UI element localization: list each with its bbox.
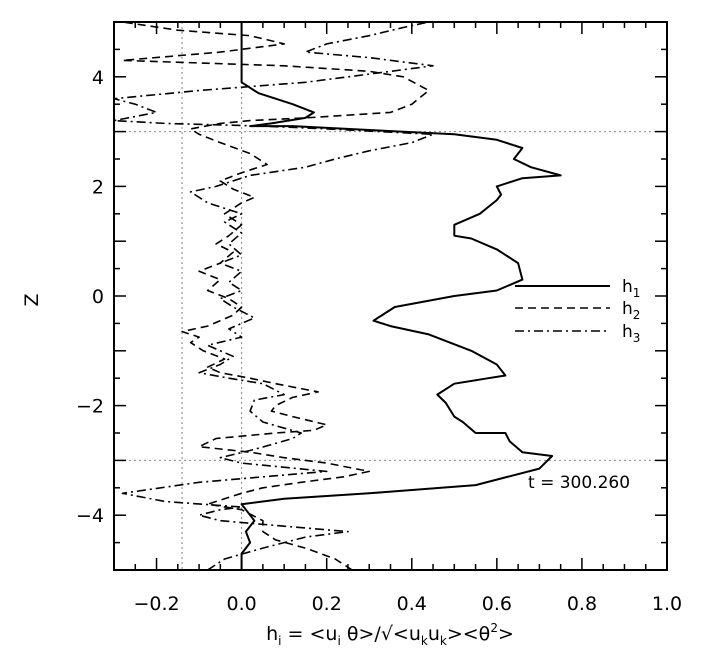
x-tick-label: 0.6 [482, 593, 512, 615]
y-tick-label: −2 [76, 396, 104, 418]
time-annotation: t = 300.260 [528, 473, 630, 493]
y-tick-label: 2 [92, 176, 104, 198]
y-tick-label: 0 [92, 286, 104, 308]
legend-label-h3: h3 [622, 322, 640, 345]
series-line-h1 [240, 22, 562, 570]
x-tick-label: 0.2 [312, 593, 342, 615]
x-axis-label: hi = <ui θ>/√<ukuk><θ2> [266, 621, 514, 648]
legend-label-h1: h1 [622, 277, 640, 300]
x-tick-label: 0.8 [567, 593, 597, 615]
series-line-h3 [114, 22, 434, 570]
y-axis-label: Z [21, 293, 43, 306]
x-tick-label: −0.2 [133, 593, 179, 615]
x-tick-label: 1.0 [652, 593, 682, 615]
x-tick-labels: −0.2 0.0 0.2 0.4 0.6 0.8 1.0 [133, 593, 682, 615]
y-tick-label: 4 [92, 67, 104, 89]
y-tick-labels: −4 −2 0 2 4 [76, 67, 104, 527]
series-layer [114, 22, 562, 570]
legend: h1 h2 h3 [515, 277, 640, 345]
x-tick-label: 0.0 [227, 593, 257, 615]
x-tick-label: 0.4 [397, 593, 427, 615]
axis-ticks [113, 21, 668, 571]
y-tick-label: −4 [76, 505, 104, 527]
legend-label-h2: h2 [622, 299, 640, 322]
series-line-h2 [121, 22, 430, 570]
